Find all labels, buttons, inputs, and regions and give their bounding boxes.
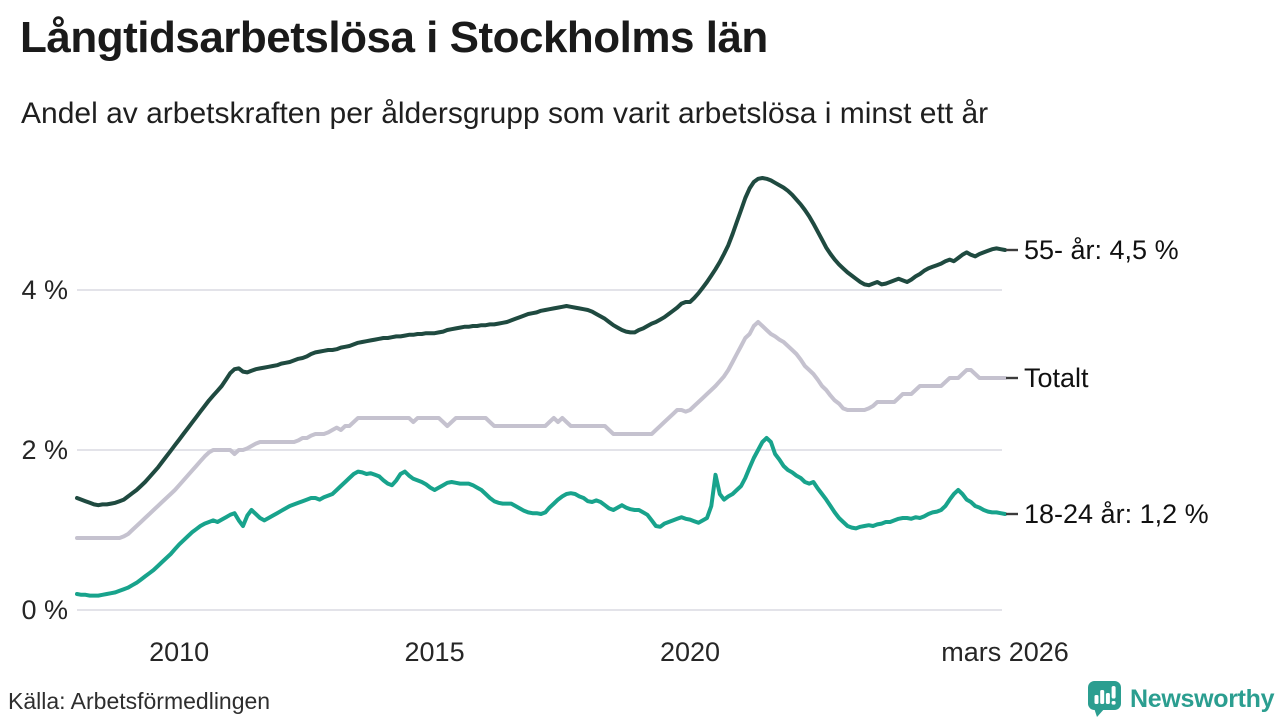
x-tick-label: 2020 — [659, 637, 721, 667]
newsworthy-logo[interactable]: Newsworthy — [1088, 681, 1275, 718]
x-tick-label: mars 2026 — [941, 637, 1069, 667]
series-end-label: 55- år: 4,5 % — [1024, 235, 1179, 265]
newsworthy-logo-icon — [1088, 681, 1121, 717]
page-subtitle: Andel av arbetskraften per åldersgrupp s… — [21, 97, 989, 130]
source-note: Källa: Arbetsförmedlingen — [8, 688, 271, 714]
y-tick-label: 0 % — [21, 595, 68, 625]
x-tick-label: 2015 — [404, 637, 465, 667]
brand-name: Newsworthy — [1130, 685, 1275, 713]
series-end-label: Totalt — [1024, 363, 1089, 393]
series-label-connectors — [1006, 248, 1018, 516]
series-end-label: 18-24 år: 1,2 % — [1024, 499, 1209, 529]
series-line-55- år — [75, 176, 1007, 508]
series-lines — [75, 176, 1007, 598]
page-title: Långtidsarbetslösa i Stockholms län — [20, 13, 768, 62]
y-tick-label: 4 % — [21, 275, 68, 305]
series-line-18-24 år — [75, 436, 1007, 598]
y-tick-label: 2 % — [21, 435, 68, 465]
series-line-Totalt — [75, 320, 1007, 540]
x-tick-label: 2010 — [149, 637, 210, 667]
